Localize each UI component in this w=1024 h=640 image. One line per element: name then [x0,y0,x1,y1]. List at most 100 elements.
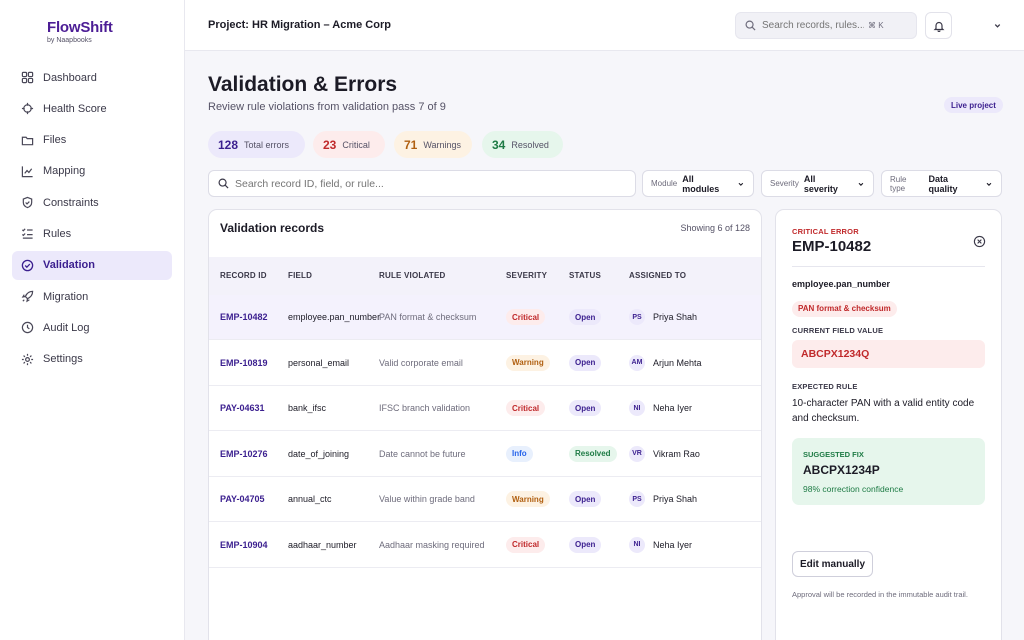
record-search-input[interactable] [235,177,615,190]
field-name: date_of_joining [288,448,350,459]
search-shortcut: ⌘ K [868,21,884,30]
rule-type-filter[interactable]: Rule type Data quality [881,170,1002,197]
table-title: Validation records [220,221,325,235]
shield-icon [21,196,34,209]
table-count: Showing 6 of 128 [680,223,750,233]
page-title: Validation & Errors [208,73,398,96]
rule-violated: Date cannot be future [379,448,466,459]
search-icon [218,178,229,189]
search-icon [745,20,756,31]
column-header-rule[interactable]: RULE VIOLATED [379,271,446,280]
checklist-icon [21,227,34,240]
stat-value: 71 [404,137,418,152]
sidebar-item-health-score[interactable]: Health Score [12,94,172,123]
column-header-record-id[interactable]: RECORD ID [220,271,267,280]
sidebar-item-label: Audit Log [43,321,90,334]
chevron-down-icon [994,23,1000,28]
record-id[interactable]: PAY-04631 [220,403,265,413]
stat-total-errors[interactable]: 128 Total errors [208,131,305,158]
sidebar-item-label: Files [43,134,67,147]
record-id[interactable]: EMP-10904 [220,539,268,550]
assignee-name: Priya Shah [653,312,698,322]
sidebar-item-files[interactable]: Files [12,126,172,155]
stat-critical[interactable]: 23 Critical [313,131,385,158]
module-filter[interactable]: Module All modules [642,170,754,197]
sidebar-item-label: Mapping [43,165,86,178]
sidebar-item-label: Settings [43,353,83,366]
severity-filter[interactable]: Severity All severity [761,170,874,197]
global-search[interactable]: ⌘ K [735,12,917,39]
table-row[interactable]: EMP-10819 personal_email Valid corporate… [209,341,761,386]
assignee-name: Arjun Mehta [653,357,702,368]
sidebar-item-mapping[interactable]: Mapping [12,157,172,186]
crosshair-icon [21,102,34,115]
grid-icon [21,71,34,84]
severity-badge: Info [506,445,533,462]
chart-icon [21,165,34,178]
suggested-fix-card[interactable]: SUGGESTED FIX ABCPX1234P 98% correction … [792,438,985,505]
sidebar-item-label: Migration [43,290,89,303]
sidebar-item-validation[interactable]: Validation [12,250,172,280]
close-icon [973,235,985,247]
status-badge: Open [569,400,602,416]
field-name: employee.pan_number [288,312,381,322]
audit-note: Approval will be recorded in the immutab… [792,590,968,599]
table-row[interactable]: PAY-04631 bank_ifsc IFSC branch validati… [209,386,761,431]
account-menu-button[interactable] [990,18,1004,32]
sidebar-item-rules[interactable]: Rules [12,219,172,248]
filter-value: Data quality [928,173,958,194]
column-header-field[interactable]: FIELD [288,271,313,280]
status-badge: Open [569,309,602,325]
stat-warnings[interactable]: 71 Warnings [394,131,472,158]
brand-name: FlowShift [47,19,113,36]
detail-field-name: employee.pan_number [792,279,891,289]
error-detail-panel: CRITICAL ERROR EMP-10482 employee.pan_nu… [775,209,1002,640]
global-search-input[interactable] [762,20,864,31]
field-name: bank_ifsc [288,403,327,413]
record-id[interactable]: EMP-10276 [220,448,268,459]
table-row[interactable]: EMP-10276 date_of_joining Date cannot be… [209,432,761,477]
sidebar: FlowShift by Naapbooks Dashboard Health … [0,0,185,640]
filter-key: Module [651,179,678,188]
stat-resolved[interactable]: 34 Resolved [482,131,563,158]
sidebar-item-dashboard[interactable]: Dashboard [12,63,172,92]
column-header-severity[interactable]: SEVERITY [506,271,548,280]
close-button[interactable] [972,234,986,248]
filter-key: Rule type [890,174,907,193]
column-header-status[interactable]: STATUS [569,271,602,280]
assignee-name: Neha Iyer [653,539,693,550]
bell-icon [933,21,944,32]
table-row[interactable]: EMP-10904 aadhaar_number Aadhaar masking… [209,523,761,568]
gear-icon [21,353,34,366]
sidebar-item-label: Dashboard [43,71,97,84]
sidebar-item-constraints[interactable]: Constraints [12,188,172,217]
record-id[interactable]: EMP-10819 [220,357,268,368]
sidebar-item-label: Rules [43,227,72,240]
assignee-name: Priya Shah [653,494,698,504]
rocket-icon [21,290,34,303]
record-id[interactable]: PAY-04705 [220,494,265,504]
table-row[interactable]: EMP-10482 employee.pan_number PAN format… [209,295,761,340]
sidebar-item-migration[interactable]: Migration [12,282,172,311]
filter-key: Severity [770,179,799,188]
sidebar-item-audit-log[interactable]: Audit Log [12,313,172,342]
column-header-assigned[interactable]: ASSIGNED TO [629,271,687,280]
stat-label: Total errors [244,139,290,150]
severity-badge: Critical [506,536,546,553]
brand-logo[interactable]: FlowShift by Naapbooks [47,19,113,44]
record-search[interactable] [208,170,636,197]
clock-icon [21,321,34,334]
sidebar-nav: Dashboard Health Score Files Mapping Con… [12,63,172,376]
severity-badge: Warning [506,491,550,507]
expected-rule-label: EXPECTED RULE [792,382,858,391]
stat-label: Resolved [511,139,549,150]
edit-manually-button[interactable]: Edit manually [792,551,873,577]
table-row[interactable]: PAY-04705 annual_ctc Value within grade … [209,477,761,522]
divider [792,266,985,267]
chevron-down-icon [738,182,744,186]
sidebar-item-settings[interactable]: Settings [12,345,172,374]
status-badge: Open [569,354,602,371]
notifications-button[interactable] [925,12,952,39]
suggested-fix-label: SUGGESTED FIX [803,450,864,459]
record-id[interactable]: EMP-10482 [220,312,268,322]
